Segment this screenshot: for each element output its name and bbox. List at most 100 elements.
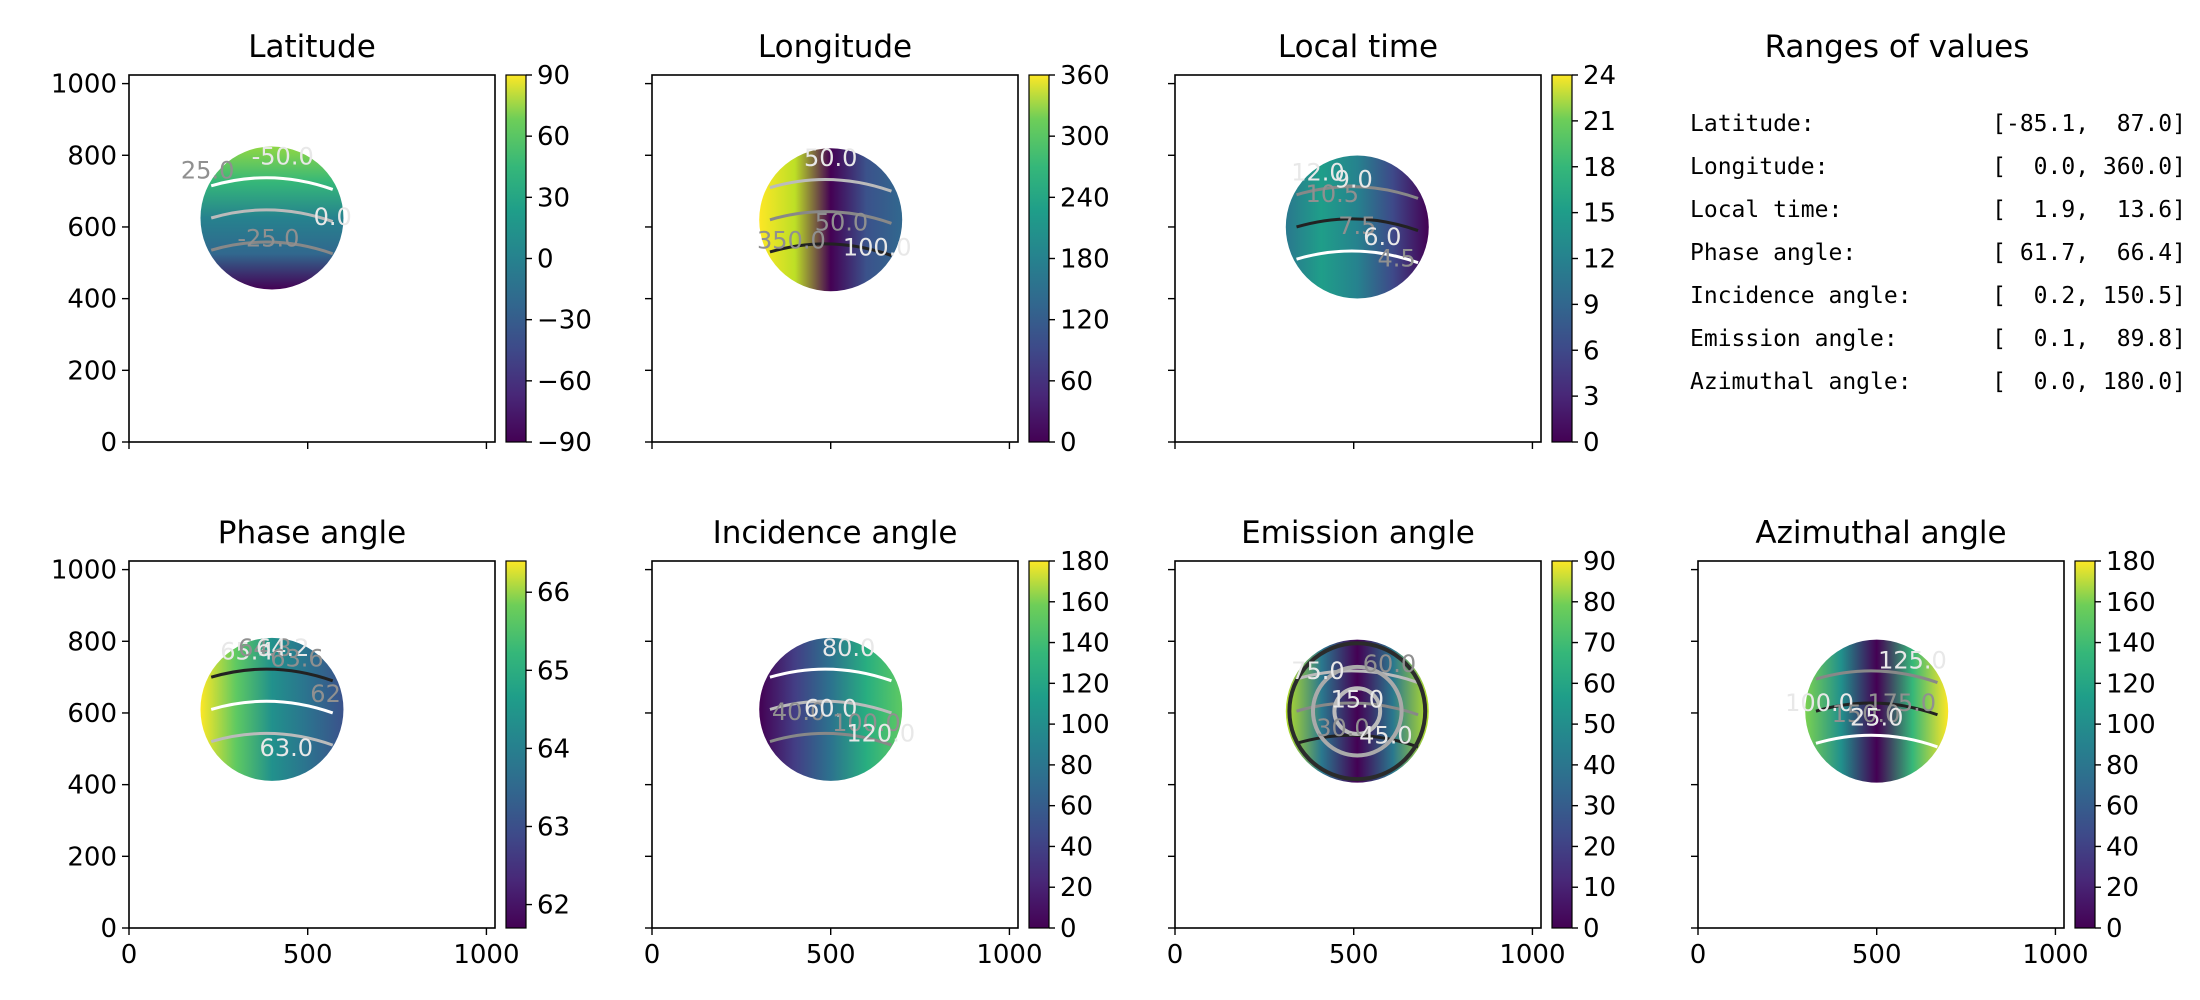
- contour-lines: [1296, 185, 1419, 265]
- y-tick-label: 400: [67, 285, 117, 315]
- colorbar-tick-label: 180: [1060, 547, 1110, 577]
- y-tick-label: 800: [67, 141, 117, 171]
- colorbar-tick-label: 60: [1583, 669, 1616, 699]
- colorbar-tick-label: 140: [2106, 629, 2156, 659]
- colorbar-tick-label: 80: [1060, 751, 1093, 781]
- contour-label: 7.5: [1338, 212, 1376, 240]
- colorbar-tick-label: −90: [537, 428, 592, 458]
- contour-line: [1296, 669, 1419, 684]
- contour-line: [1815, 733, 1938, 749]
- x-tick-label: 500: [1329, 940, 1379, 970]
- axes-frame: [1174, 560, 1542, 929]
- contour-lines: [1287, 641, 1428, 782]
- x-tick-label: 500: [806, 940, 856, 970]
- colorbar-tick-label: 12: [1583, 245, 1616, 275]
- contour-label: 100.0: [1785, 689, 1854, 717]
- colorbar: [1551, 560, 1573, 929]
- colorbar-tick-label: 90: [537, 61, 570, 91]
- colorbar-tick-label: 300: [1060, 122, 1110, 152]
- colorbar-tick-label: 64: [537, 734, 570, 764]
- panel-title: Incidence angle: [713, 515, 958, 551]
- contour-label: 64.8: [238, 634, 291, 662]
- contour-label: 175.0: [1867, 689, 1936, 717]
- colorbar-tick-label: 24: [1583, 61, 1616, 91]
- colorbar: [505, 74, 527, 443]
- contour-lines: [769, 178, 892, 257]
- contour-line: [1296, 249, 1419, 265]
- colorbar-tick-label: 160: [2106, 588, 2156, 618]
- colorbar-tick-label: 30: [1583, 792, 1616, 822]
- contour-label: 100.0: [832, 709, 901, 737]
- contour-label: 150.0: [1832, 700, 1901, 728]
- contour-line: [210, 667, 334, 683]
- y-tick-label: 600: [67, 699, 117, 729]
- colorbar-tick-label: 10: [1583, 873, 1616, 903]
- contour-line: [1815, 669, 1938, 684]
- y-tick-label: 0: [100, 428, 117, 458]
- x-tick-label: 0: [644, 940, 661, 970]
- contour-line: [769, 178, 892, 193]
- range-label: Phase angle:: [1690, 240, 1856, 266]
- contour-label: 62: [310, 680, 341, 708]
- colorbar-tick-label: −30: [537, 306, 592, 336]
- colorbar-tick-label: 20: [1583, 832, 1616, 862]
- colorbar-tick-label: 90: [1583, 547, 1616, 577]
- range-value: [-85.1, 87.0]: [1992, 111, 2186, 137]
- contour-line: [1296, 701, 1419, 717]
- colorbar-tick-label: 140: [1060, 629, 1110, 659]
- contour-label: 125.0: [1878, 646, 1947, 674]
- colorbar-tick-label: 0: [2106, 914, 2123, 944]
- contour-lines: [210, 176, 334, 256]
- contour-label: 25.0: [1850, 703, 1903, 731]
- contour-line: [769, 667, 892, 683]
- contour-lines: [1815, 669, 1938, 749]
- contour-label: 60.0: [804, 695, 857, 723]
- contour-label: 15.0: [1331, 686, 1384, 714]
- y-tick-label: 200: [67, 842, 117, 872]
- colorbar-tick-label: 20: [1060, 873, 1093, 903]
- y-tick-label: 600: [67, 213, 117, 243]
- colorbar-tick-label: 120: [1060, 306, 1110, 336]
- colorbar-tick-label: 30: [537, 183, 570, 213]
- colorbar-tick-label: 0: [1583, 914, 1600, 944]
- colorbar-tick-label: 40: [1060, 832, 1093, 862]
- contour-label: 350.0: [757, 226, 826, 254]
- contour-label: 50.0: [815, 209, 868, 237]
- colorbar-tick-label: 180: [2106, 547, 2156, 577]
- range-value: [ 61.7, 66.4]: [1992, 240, 2186, 266]
- range-label: Local time:: [1690, 197, 1842, 223]
- contour-label: 0.0: [314, 203, 352, 231]
- colorbar-tick-label: 65: [537, 656, 570, 686]
- colorbar-tick-label: 0: [1060, 428, 1077, 458]
- colorbar: [1028, 74, 1050, 443]
- contour-label: 80.0: [822, 634, 875, 662]
- colorbar-tick-label: 60: [2106, 792, 2139, 822]
- colorbar-tick-label: 120: [2106, 669, 2156, 699]
- colorbar-tick-label: 160: [1060, 588, 1110, 618]
- colorbar-tick-label: 3: [1583, 382, 1600, 412]
- y-tick-label: 400: [67, 771, 117, 801]
- colorbar: [1551, 74, 1573, 443]
- contour-label: 10.5: [1306, 180, 1359, 208]
- contour-ring: [1287, 641, 1428, 782]
- contour-lines: [769, 667, 892, 747]
- colorbar-tick-label: 0: [537, 245, 554, 275]
- contour-label: 60.0: [1363, 650, 1416, 678]
- panel-title: Latitude: [248, 29, 376, 65]
- colorbar: [1028, 560, 1050, 929]
- contour-label: 25.0: [181, 157, 234, 185]
- range-value: [ 0.2, 150.5]: [1992, 283, 2186, 309]
- x-tick-label: 1000: [453, 940, 519, 970]
- contour-label: 100.0: [843, 234, 912, 262]
- contour-line: [769, 731, 892, 747]
- range-label: Azimuthal angle:: [1690, 369, 1912, 395]
- range-value: [ 1.9, 13.6]: [1992, 197, 2186, 223]
- colorbar-tick-label: 80: [1583, 588, 1616, 618]
- contour-line: [1296, 217, 1419, 232]
- panel-title: Phase angle: [218, 515, 406, 551]
- axes-frame: [128, 74, 496, 443]
- contour-line: [210, 699, 334, 715]
